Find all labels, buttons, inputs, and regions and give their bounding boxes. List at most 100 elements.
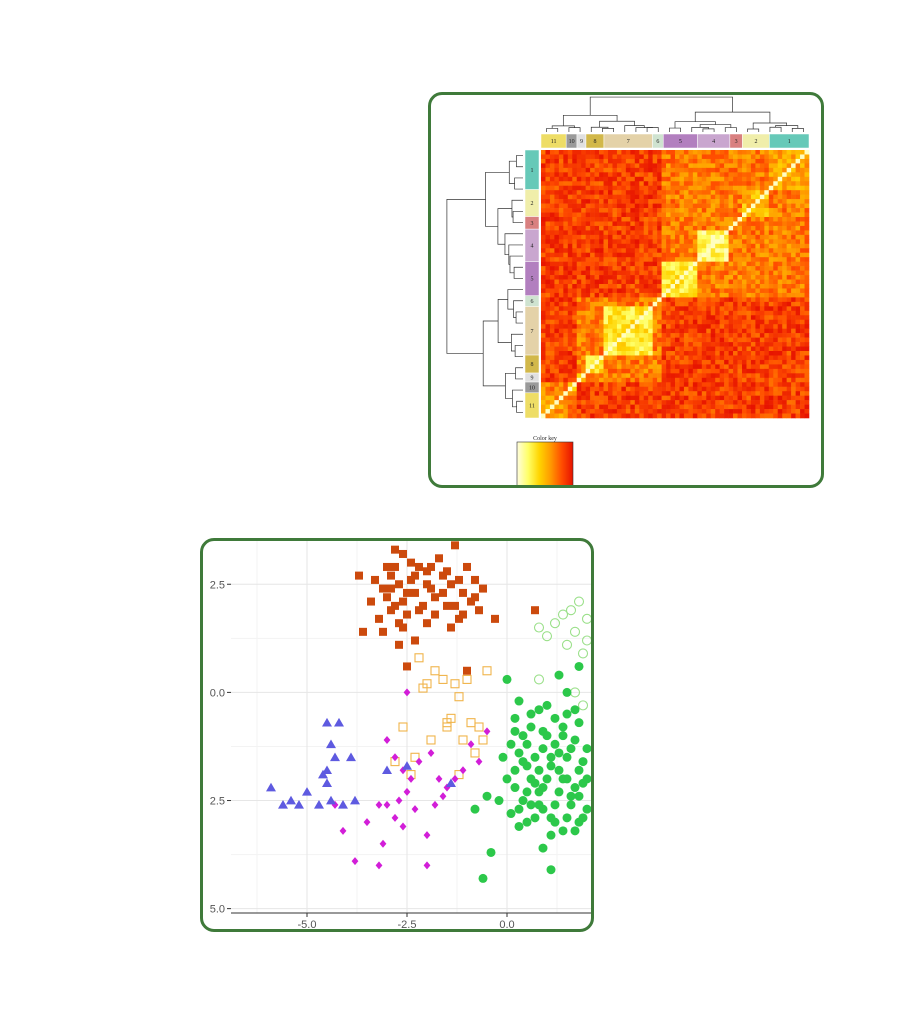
heatmap-cell xyxy=(737,409,743,414)
heatmap-cell xyxy=(630,404,636,410)
heatmap-cell xyxy=(782,163,787,169)
heatmap-cell xyxy=(706,409,712,414)
heatmap-cell xyxy=(786,404,792,410)
heatmap-cell xyxy=(657,158,662,164)
heatmap-cell xyxy=(675,181,680,187)
heatmap-cell xyxy=(621,185,627,191)
heatmap-cell xyxy=(594,306,600,312)
heatmap-cell xyxy=(737,333,743,338)
heatmap-cell xyxy=(630,342,636,347)
heatmap-cell xyxy=(701,176,707,182)
heatmap-cell xyxy=(585,194,591,200)
scatter-point xyxy=(470,804,480,814)
heatmap-cell xyxy=(581,382,586,388)
heatmap-cell xyxy=(616,337,622,343)
heatmap-cell xyxy=(804,328,810,334)
heatmap-cell xyxy=(728,270,734,276)
heatmap-cell xyxy=(728,359,734,365)
heatmap-cell xyxy=(639,239,645,245)
heatmap-cell xyxy=(701,221,707,227)
heatmap-cell xyxy=(599,319,604,325)
heatmap-cell xyxy=(728,297,734,303)
heatmap-cell xyxy=(742,234,747,240)
heatmap-cell xyxy=(795,351,801,356)
heatmap-cell xyxy=(657,154,662,160)
heatmap-cell xyxy=(804,176,810,182)
scatter-point xyxy=(483,727,491,736)
heatmap-cell xyxy=(554,230,560,236)
heatmap-cell xyxy=(634,310,640,316)
heatmap-cell xyxy=(697,355,703,361)
heatmap-cell xyxy=(585,355,591,361)
heatmap-cell xyxy=(594,172,600,178)
heatmap-cell xyxy=(661,351,667,356)
heatmap-cell xyxy=(585,212,591,218)
heatmap-cell xyxy=(608,270,613,276)
heatmap-cell xyxy=(648,413,653,419)
heatmap-cell xyxy=(621,194,627,200)
heatmap-cell xyxy=(661,266,667,271)
scatter-point xyxy=(510,765,520,775)
heatmap-cell xyxy=(715,355,720,361)
heatmap-cell xyxy=(746,203,752,209)
heatmap-cell xyxy=(697,279,703,285)
heatmap-cell xyxy=(666,400,671,405)
heatmap-cell xyxy=(612,409,618,414)
heatmap-cell xyxy=(563,243,569,249)
heatmap-cell xyxy=(652,333,658,338)
heatmap-cell xyxy=(643,337,649,343)
heatmap-cell xyxy=(648,194,653,200)
scatter-point xyxy=(475,606,483,615)
heatmap-cell xyxy=(764,203,770,209)
heatmap-cell xyxy=(643,346,649,352)
heatmap-cell xyxy=(652,315,658,321)
heatmap-cell xyxy=(625,328,631,334)
scatter-point xyxy=(466,718,476,728)
heatmap-cell xyxy=(541,194,546,200)
heatmap-cell xyxy=(777,257,783,262)
heatmap-cell xyxy=(558,373,564,379)
heatmap-cell xyxy=(719,199,725,204)
heatmap-cell xyxy=(603,306,609,312)
heatmap-cell xyxy=(795,154,801,160)
heatmap-cell xyxy=(782,230,787,236)
heatmap-cell xyxy=(777,377,783,383)
heatmap-cell xyxy=(590,351,595,356)
heatmap-cell xyxy=(746,176,752,182)
heatmap-cell xyxy=(572,333,578,338)
heatmap-cell xyxy=(773,261,779,267)
heatmap-cell xyxy=(603,185,609,191)
heatmap-cell xyxy=(675,217,680,222)
heatmap-cell xyxy=(541,167,546,173)
heatmap-cell xyxy=(621,386,627,392)
heatmap-cell xyxy=(549,230,555,236)
heatmap-cell xyxy=(563,364,569,370)
heatmap-cell xyxy=(558,328,564,334)
heatmap-cell xyxy=(728,190,734,195)
heatmap-cell xyxy=(755,284,761,289)
heatmap-cell xyxy=(795,212,801,218)
heatmap-cell xyxy=(590,225,595,231)
heatmap-cell xyxy=(549,386,555,392)
scatter-point xyxy=(439,588,447,597)
heatmap-cell xyxy=(768,239,774,245)
heatmap-cell xyxy=(719,297,725,303)
heatmap-cell xyxy=(590,382,595,388)
heatmap-cell xyxy=(612,239,618,245)
heatmap-cell xyxy=(639,310,645,316)
heatmap-cell xyxy=(692,359,698,365)
heatmap-cell xyxy=(670,315,676,321)
heatmap-cell xyxy=(670,176,676,182)
heatmap-cell xyxy=(612,288,618,294)
heatmap-cell xyxy=(608,158,613,164)
dendrogram-branch xyxy=(769,126,782,132)
heatmap-cell xyxy=(692,391,698,396)
heatmap-cell xyxy=(648,306,653,312)
heatmap-cell xyxy=(545,297,551,303)
heatmap-cell xyxy=(558,221,564,227)
heatmap-cell xyxy=(742,301,747,307)
heatmap-cell xyxy=(710,279,716,285)
heatmap-cell xyxy=(549,324,555,329)
heatmap-cell xyxy=(768,306,774,312)
scatter-point xyxy=(570,705,580,715)
